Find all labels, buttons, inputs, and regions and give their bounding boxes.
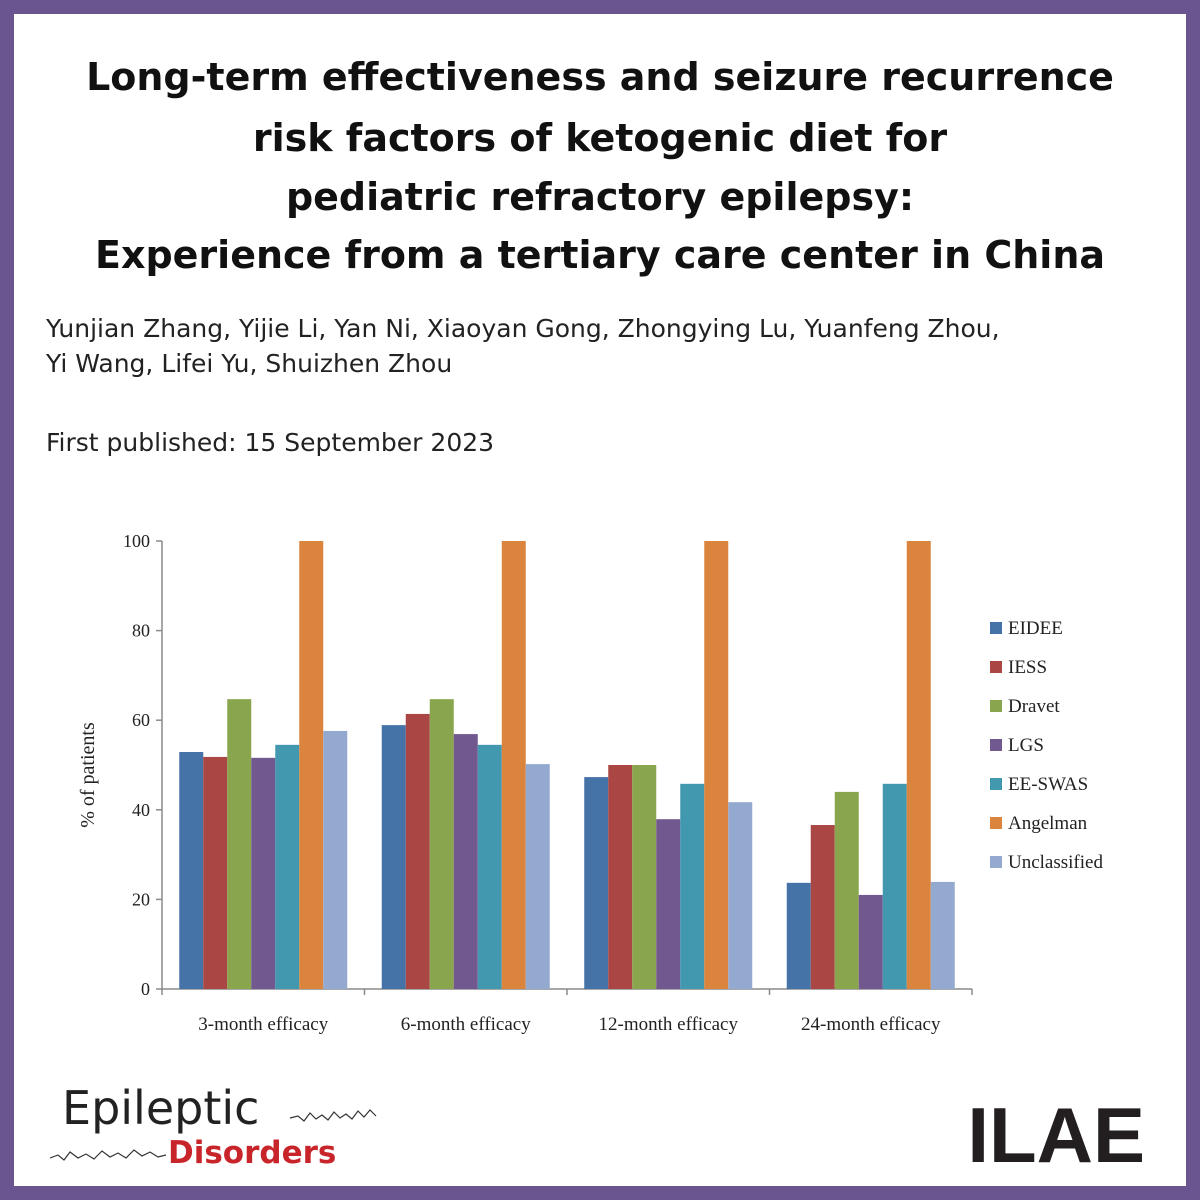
bar	[203, 756, 228, 989]
bar	[930, 881, 955, 989]
bar	[501, 541, 526, 989]
bar	[381, 725, 406, 989]
bar	[704, 541, 729, 989]
eeg-trace	[289, 1109, 377, 1122]
author-line: Yunjian Zhang, Yijie Li, Yan Ni, Xiaoyan…	[45, 314, 1000, 343]
legend-swatch	[990, 622, 1002, 634]
bar	[405, 713, 430, 989]
y-tick-label: 20	[132, 889, 150, 909]
title-line: Experience from a tertiary care center i…	[95, 233, 1105, 277]
bar	[429, 699, 454, 989]
bar	[834, 791, 859, 989]
bar	[728, 802, 753, 989]
legend-swatch	[990, 739, 1002, 751]
legend-label: Angelman	[1008, 813, 1088, 834]
legend-swatch	[990, 856, 1002, 868]
x-tick-label: 12-month efficacy	[599, 1014, 739, 1035]
bar	[584, 777, 609, 989]
x-tick-label: 3-month efficacy	[198, 1014, 328, 1035]
bar	[227, 699, 252, 989]
title-line: risk factors of ketogenic diet for	[253, 116, 947, 160]
y-tick-label: 100	[123, 531, 150, 551]
legend-label: IESS	[1008, 657, 1047, 678]
y-tick-label: 40	[132, 800, 150, 820]
bar	[323, 730, 348, 989]
published: First published: 15 September 2023	[46, 428, 494, 457]
title-line: pediatric refractory epilepsy:	[286, 175, 914, 219]
legend-label: Unclassified	[1008, 852, 1103, 873]
bar	[810, 825, 835, 989]
y-axis-label: % of patients	[77, 722, 99, 828]
bar	[632, 765, 657, 989]
legend-swatch	[990, 817, 1002, 829]
bar	[477, 744, 502, 989]
bar	[882, 783, 907, 989]
bar	[299, 541, 324, 989]
journal-top: Epileptic	[62, 1081, 259, 1135]
bar	[251, 757, 276, 989]
x-tick-label: 24-month efficacy	[801, 1014, 941, 1035]
legend-label: EIDEE	[1008, 618, 1063, 639]
bar	[906, 541, 931, 989]
x-tick-label: 6-month efficacy	[401, 1014, 531, 1035]
panel	[14, 14, 1186, 1186]
bar	[453, 734, 478, 989]
bar	[275, 744, 300, 989]
bar	[179, 752, 204, 989]
title-line: Long-term effectiveness and seizure recu…	[86, 55, 1114, 99]
bar	[858, 894, 883, 989]
y-tick-label: 80	[132, 621, 150, 641]
org-logo: ILAE	[967, 1091, 1145, 1179]
legend-label: Dravet	[1008, 696, 1060, 717]
legend-label: EE-SWAS	[1008, 774, 1088, 795]
legend-label: LGS	[1008, 735, 1044, 756]
eeg-trace	[49, 1149, 167, 1161]
bar	[525, 764, 550, 989]
bar	[656, 819, 681, 989]
bar	[608, 765, 633, 989]
legend-swatch	[990, 661, 1002, 673]
legend-swatch	[990, 700, 1002, 712]
bar	[680, 783, 705, 989]
legend-swatch	[990, 778, 1002, 790]
author-line: Yi Wang, Lifei Yu, Shuizhen Zhou	[45, 349, 452, 378]
y-tick-label: 0	[141, 979, 150, 999]
y-tick-label: 60	[132, 710, 150, 730]
bar	[786, 882, 811, 989]
journal-bottom: Disorders	[168, 1135, 336, 1171]
